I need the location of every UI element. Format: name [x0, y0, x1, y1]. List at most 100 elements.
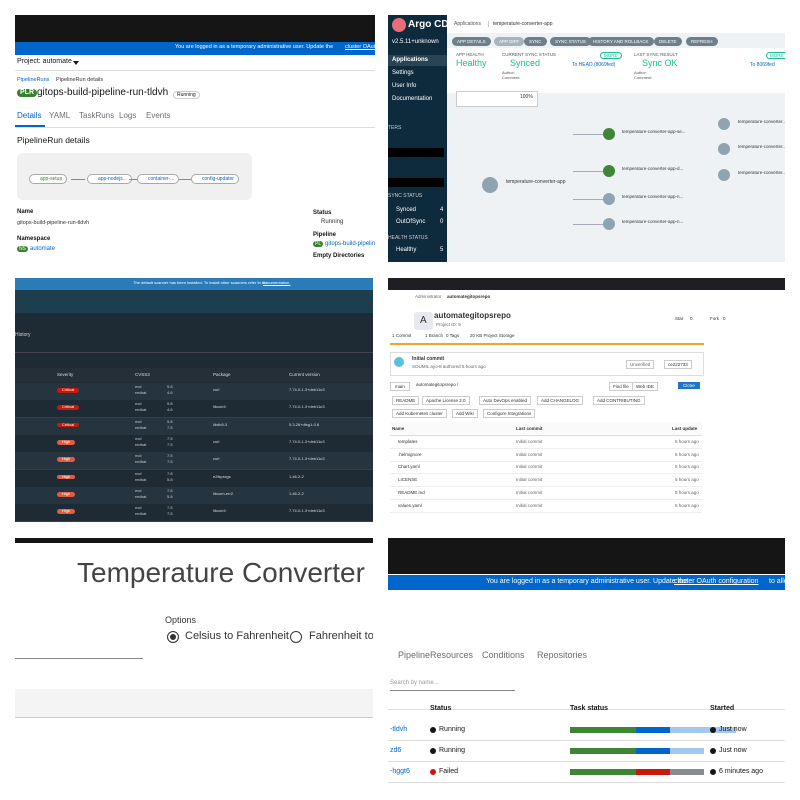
commit-avatar [394, 357, 404, 367]
tree-edge [573, 134, 603, 135]
path: automategitopsrepo / [416, 382, 459, 387]
col-header: Task status [570, 705, 608, 712]
stat: 20 KB Project Storage [470, 333, 515, 338]
pipelines-panel: You are logged in as a temporary adminis… [388, 538, 785, 785]
package: libcurl4 [213, 508, 226, 514]
action-button[interactable]: HISTORY AND ROLLBACK [588, 37, 654, 47]
version: 5.3.28+dfsg1-0.8 [289, 421, 320, 427]
divider [388, 709, 785, 710]
version: 7.74.0-1.3+deb11u3 [289, 404, 325, 410]
task-bar [670, 748, 704, 754]
action-button[interactable]: SYNC STATUS [550, 37, 591, 47]
converter-panel: Temperature Converter Options Celsius to F… [15, 538, 373, 730]
summary-label: CURRENT SYNC STATUS [502, 52, 557, 57]
filter-item: OutOfSync [396, 219, 426, 225]
root-icon [482, 177, 498, 193]
web-ide: Web IDE [632, 382, 658, 392]
cvss: 7.5 [167, 459, 173, 465]
cvss: 9.8 [167, 384, 173, 389]
summary-sub: To HEAD (8069fed) [572, 62, 616, 68]
tree-node: temperature-converter... [738, 119, 785, 124]
input [15, 631, 143, 659]
action-button[interactable]: APP DETAILS [452, 37, 491, 47]
nav-item: Documentation [392, 96, 433, 102]
tree-icon [603, 218, 615, 230]
tree-node: temperature-converter-app-se... [622, 129, 686, 134]
run-started: Just now [719, 726, 747, 733]
action-button[interactable]: REFRESH [686, 37, 718, 47]
options-label: Options [165, 615, 197, 625]
action-button[interactable]: APP DIFF [494, 37, 525, 47]
radio [290, 631, 302, 643]
version: 7.74.0-1.3+deb11u3 [289, 456, 325, 462]
nav-item: User Info [392, 83, 417, 89]
divider [15, 352, 373, 353]
file-update: 5 hours ago [675, 451, 699, 457]
fork-count: 0 [723, 316, 726, 321]
cvss-src: redhat [135, 459, 147, 465]
cvss-src: redhat [135, 476, 147, 482]
field-value: gitops-build-pipeline-run-tldvh [17, 220, 90, 226]
severity: High [57, 508, 76, 514]
search: Search by name... [390, 680, 439, 686]
col-header: Last commit [516, 426, 543, 431]
badge: PLR [17, 89, 37, 98]
project-name: automategitopsrepo [434, 311, 511, 320]
cvss: 7.5 [167, 453, 173, 459]
file-update: 5 hours ago [675, 489, 699, 495]
scan-panel: The default scanner has been installed. … [15, 278, 373, 522]
tree-icon [603, 165, 615, 177]
col-header: Package [213, 372, 231, 377]
severity: Critical [57, 404, 80, 411]
output [15, 689, 373, 718]
package: libdb5.3 [213, 421, 228, 427]
filter-label: SYNC STATUS [388, 193, 423, 199]
unverified: Unverified [626, 360, 655, 370]
radio-checked [167, 631, 179, 643]
version: 1.46.2-2 [289, 490, 304, 496]
summary-sub: Author: [634, 70, 647, 75]
cvss: 4.6 [167, 407, 173, 413]
summary [447, 48, 785, 93]
field-value: automate [30, 246, 56, 252]
file-update: 5 hours ago [675, 502, 699, 508]
tree-node: temperature-converter... [738, 170, 785, 175]
tree-edge [573, 171, 603, 172]
branch: main [390, 382, 410, 392]
action-button[interactable]: DELETE [654, 37, 682, 47]
pipeline-run-panel: You are logged in as a temporary adminis… [15, 15, 375, 262]
action-button[interactable]: SYNC [524, 37, 547, 47]
cvss-src: nvd [135, 453, 142, 459]
cvss: 9.8 [167, 418, 173, 424]
file-commit: Initial commit [516, 502, 543, 508]
file-update: 5 hours ago [675, 477, 699, 483]
cvss: 7.8 [167, 487, 173, 493]
cvss: 7.8 [167, 470, 173, 476]
tree-edge [573, 224, 603, 225]
cvss-src: redhat [135, 424, 147, 430]
tree-icon [718, 169, 730, 181]
breadcrumb: automategitopsrepo [447, 294, 491, 299]
tree-node: temperature-converter-app-d... [622, 166, 684, 171]
package: curl [213, 456, 220, 462]
col-header: Last update [672, 426, 698, 431]
topbar [447, 15, 785, 33]
run-name: -hggt6 [390, 768, 410, 775]
cvss-src: nvd [135, 487, 142, 493]
filter-label: HEALTH STATUS [388, 235, 428, 241]
summary-sub: Author: [502, 70, 515, 75]
cvss-src: redhat [135, 493, 147, 499]
cvss-src: nvd [135, 418, 142, 424]
project: Project: automate [17, 58, 72, 65]
task-node: app-nodejs... [87, 174, 132, 184]
col-header: Started [710, 705, 735, 712]
cvss: 7.5 [167, 424, 173, 430]
star: Star [675, 316, 684, 321]
filter-count: 5 [440, 247, 444, 253]
field-value: gitops-build-pipeline [325, 241, 375, 247]
cvss-src: redhat [135, 390, 147, 395]
shortcut: Add CONTRIBUTING [593, 396, 645, 406]
banner-text: You are logged in as a temporary adminis… [486, 578, 688, 585]
commit-title: Initial commit [412, 356, 445, 362]
